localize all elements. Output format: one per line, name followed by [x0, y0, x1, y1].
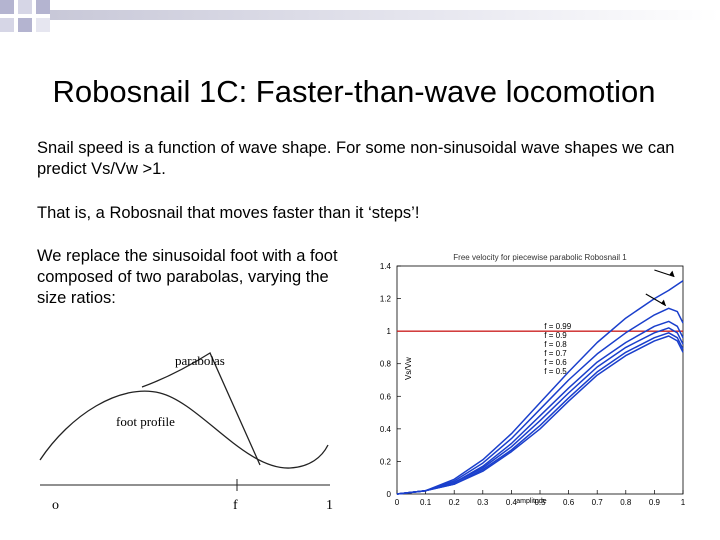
x-tick-label: 0.5 [534, 498, 546, 507]
y-tick-label: 0.8 [380, 360, 392, 369]
y-tick-label: 0 [387, 490, 392, 499]
y-tick-label: 0.4 [380, 425, 392, 434]
annotation-arrowhead-1 [669, 270, 675, 277]
x-tick-label: 0.4 [506, 498, 518, 507]
y-tick-label: 0.6 [380, 392, 392, 401]
tick-label-f: f [233, 498, 238, 513]
x-tick-label: 0.7 [592, 498, 604, 507]
y-tick-label: 1.4 [380, 262, 392, 271]
x-tick-label: 1 [681, 498, 686, 507]
paragraph-parabolic-foot: We replace the sinusoidal foot with a fo… [37, 247, 338, 307]
legend-entry: f = 0.5 [544, 367, 567, 376]
x-axis-label: amplitude [516, 498, 546, 505]
foot-profile-diagram: parabolas foot profile o f 1 [39, 352, 333, 513]
tick-label-0: o [52, 498, 59, 513]
chart-title: Free velocity for piecewise parabolic Ro… [453, 253, 627, 262]
series-line-2 [396, 307, 684, 495]
label-foot-profile: foot profile [116, 414, 175, 429]
y-tick-label: 0.2 [380, 457, 392, 466]
annotation-arrowhead-2 [660, 299, 666, 306]
legend-entry: f = 0.6 [544, 358, 567, 367]
foot-profile-curve [39, 390, 329, 469]
y-tick-label: 1 [387, 327, 392, 336]
paragraph-faster-than-step: That is, a Robosnail that moves faster t… [37, 204, 420, 222]
x-tick-label: 0.3 [477, 498, 489, 507]
plot-frame [396, 265, 684, 495]
x-tick-label: 0.2 [449, 498, 461, 507]
decorative-squares [0, 0, 60, 40]
x-tick-label: 0.9 [649, 498, 661, 507]
annotation-arrow-1 [654, 269, 675, 278]
x-tick-label: 0 [395, 498, 400, 507]
legend-entry: f = 0.9 [544, 331, 567, 340]
series-line-1 [396, 280, 684, 495]
y-axis-label: Vs/Vw [404, 357, 413, 380]
x-tick-label: 0.8 [620, 498, 632, 507]
x-tick-label: 0.1 [420, 498, 432, 507]
decorative-header-bar [50, 10, 720, 20]
y-tick-label: 1.2 [380, 295, 392, 304]
parabolas-peak [141, 352, 261, 466]
free-velocity-chart: Free velocity for piecewise parabolic Ro… [380, 253, 686, 507]
legend-entry: f = 0.7 [544, 349, 567, 358]
series-line-6 [396, 335, 684, 495]
x-tick-label: 0.6 [563, 498, 575, 507]
label-parabolas: parabolas [175, 353, 225, 368]
paragraph-wave-shape: Snail speed is a function of wave shape.… [37, 139, 675, 178]
legend-entry: f = 0.99 [544, 322, 571, 331]
tick-label-1: 1 [326, 498, 333, 513]
series-line-4 [396, 327, 684, 495]
legend-entry: f = 0.8 [544, 340, 567, 349]
slide-title: Robosnail 1C: Faster-than-wave locomotio… [52, 74, 656, 109]
